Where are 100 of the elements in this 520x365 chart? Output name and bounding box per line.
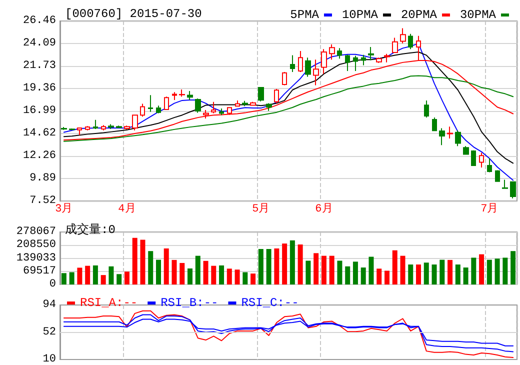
legend-label: 30PMA [460, 8, 497, 22]
candlestick [235, 100, 240, 108]
y-tick-label: 24.09 [22, 38, 56, 50]
candlestick [179, 89, 185, 98]
candlestick [266, 102, 272, 112]
x-tick-label: 6月 [315, 202, 333, 216]
legend-label: 5PMA [290, 8, 320, 22]
bar [108, 266, 114, 284]
bar [92, 265, 98, 284]
x-tick-label: 4月 [118, 202, 136, 216]
candlestick [495, 170, 500, 182]
candlestick [384, 53, 390, 63]
bar [211, 266, 216, 284]
candlestick [353, 55, 358, 72]
bar [463, 268, 468, 284]
bar [140, 240, 146, 284]
candlestick [487, 158, 492, 173]
candlestick [463, 146, 469, 156]
bar [360, 268, 366, 284]
legend-label: RSI_B:-- [160, 296, 218, 310]
candlestick [471, 150, 476, 167]
candlestick [424, 100, 429, 118]
candlestick [447, 126, 453, 139]
candlestick [148, 94, 153, 112]
candlestick [502, 179, 508, 190]
x-tick-label: 5月 [252, 202, 270, 216]
bar [250, 274, 256, 284]
y-tick-label: 52 [42, 326, 56, 338]
candlestick [432, 117, 437, 132]
bar [132, 238, 138, 284]
x-tick-label: 7月 [480, 202, 498, 216]
bar [306, 260, 311, 284]
candlestick [124, 125, 130, 130]
bar [416, 264, 422, 284]
bar [85, 266, 90, 284]
bar [203, 260, 208, 284]
candlestick [195, 98, 201, 114]
y-tick-label: 26.46 [22, 15, 56, 27]
candlestick [69, 128, 75, 131]
bar [440, 260, 445, 284]
candlestick [108, 124, 114, 130]
bar [69, 272, 74, 284]
chart-title: 成交量:0 [65, 222, 116, 237]
candlestick [408, 33, 413, 50]
bar [234, 270, 240, 284]
bar [337, 260, 342, 284]
candlestick [93, 119, 98, 130]
candlestick [305, 57, 311, 78]
candlestick [132, 114, 138, 131]
bar [148, 251, 154, 284]
bar [180, 262, 185, 284]
candlestick [439, 128, 445, 146]
candlestick [376, 57, 382, 64]
bar [195, 256, 200, 284]
line-series [63, 42, 514, 181]
y-tick-label: 12.26 [22, 150, 56, 162]
y-tick-label: 14.62 [22, 128, 56, 140]
candlestick [211, 101, 216, 114]
candlestick [321, 48, 327, 74]
y-tick-label: 7.52 [30, 195, 56, 207]
bar [486, 260, 492, 284]
candlestick [250, 101, 256, 106]
bar [494, 258, 500, 284]
line-series [63, 75, 514, 142]
candlestick [329, 44, 335, 60]
bar [408, 264, 414, 284]
bar [384, 270, 390, 284]
y-tick-label: 16.99 [22, 105, 56, 117]
x-tick-label: 3月 [55, 202, 73, 216]
candlestick [77, 127, 82, 136]
line-series [63, 310, 514, 358]
candlestick [290, 54, 295, 72]
bar [314, 253, 319, 284]
candlestick [510, 181, 516, 199]
candlestick [156, 105, 161, 114]
bar [455, 264, 460, 284]
bar [329, 256, 334, 284]
line-series [63, 51, 514, 164]
candlestick [479, 152, 484, 168]
bar [124, 272, 130, 284]
chart-title: [000760] 2015-07-30 [65, 7, 202, 21]
y-tick-label: 21.73 [22, 60, 56, 72]
legend-label: RSI_C:-- [241, 296, 299, 310]
bar [479, 254, 484, 284]
y-tick-label: 69517 [22, 265, 56, 278]
bar [156, 260, 161, 284]
candlestick [85, 126, 90, 131]
bar [164, 248, 169, 284]
bar [510, 251, 516, 284]
bar [432, 264, 437, 284]
bar [376, 268, 382, 284]
candlestick [361, 54, 366, 66]
bar [400, 256, 406, 284]
candlestick [242, 100, 248, 107]
bar [258, 249, 264, 284]
legend-label: 20PMA [400, 8, 438, 22]
candlestick [172, 92, 177, 100]
bar [321, 256, 326, 284]
bar [100, 275, 106, 284]
candlestick [298, 50, 303, 72]
